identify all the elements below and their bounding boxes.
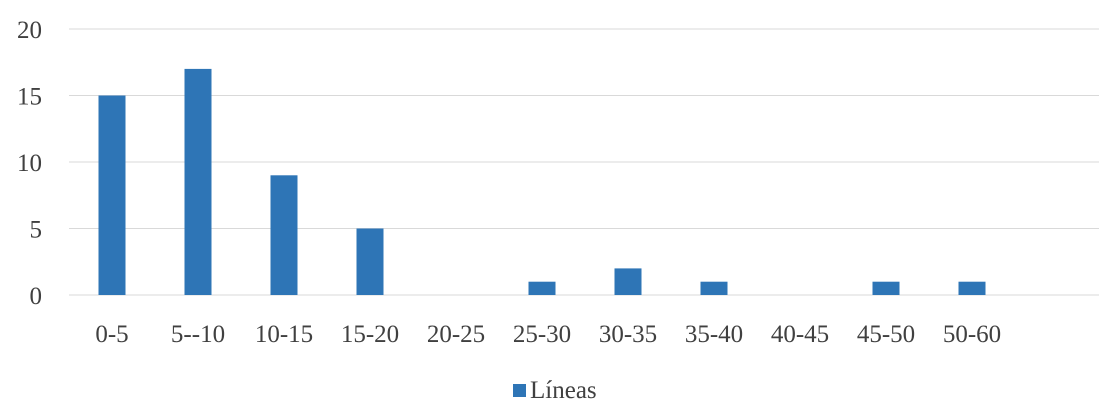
- x-tick-label: 50-60: [943, 321, 1001, 348]
- x-tick-label: 45-50: [857, 321, 915, 348]
- bar-30-35: [614, 268, 642, 295]
- bar-0-5: [98, 95, 126, 295]
- bar-35-40: [700, 281, 728, 295]
- x-tick-label: 35-40: [685, 321, 743, 348]
- bar-25-30: [528, 281, 556, 295]
- bar-5--10: [184, 68, 212, 296]
- x-tick-label: 15-20: [341, 321, 399, 348]
- x-tick-label: 0-5: [95, 321, 128, 348]
- legend-swatch-lineas: [513, 384, 526, 397]
- x-tick-label: 5--10: [171, 321, 225, 348]
- bar-15-20: [356, 228, 384, 295]
- legend: Líneas: [513, 377, 597, 403]
- y-tick-label: 0: [30, 283, 43, 310]
- y-tick-label: 15: [17, 84, 42, 111]
- y-axis-tick-labels: 0 5 10 15 20: [17, 17, 42, 310]
- bar-50-60: [958, 281, 986, 295]
- x-tick-label: 25-30: [513, 321, 571, 348]
- y-tick-label: 10: [17, 150, 42, 177]
- bar-45-50: [872, 281, 900, 295]
- bar-10-15: [270, 175, 298, 295]
- legend-label-lineas: Líneas: [530, 377, 597, 403]
- x-tick-label: 30-35: [599, 321, 657, 348]
- y-tick-label: 20: [17, 17, 42, 44]
- x-tick-label: 20-25: [427, 321, 485, 348]
- gridlines: [69, 28, 1099, 296]
- x-tick-label: 10-15: [255, 321, 313, 348]
- x-tick-label: 40-45: [771, 321, 829, 348]
- bars: [98, 68, 986, 296]
- x-axis-tick-labels: 0-5 5--10 10-15 15-20 20-25 25-30 30-35 35-40 40…: [95, 321, 1001, 348]
- y-tick-label: 5: [30, 217, 43, 244]
